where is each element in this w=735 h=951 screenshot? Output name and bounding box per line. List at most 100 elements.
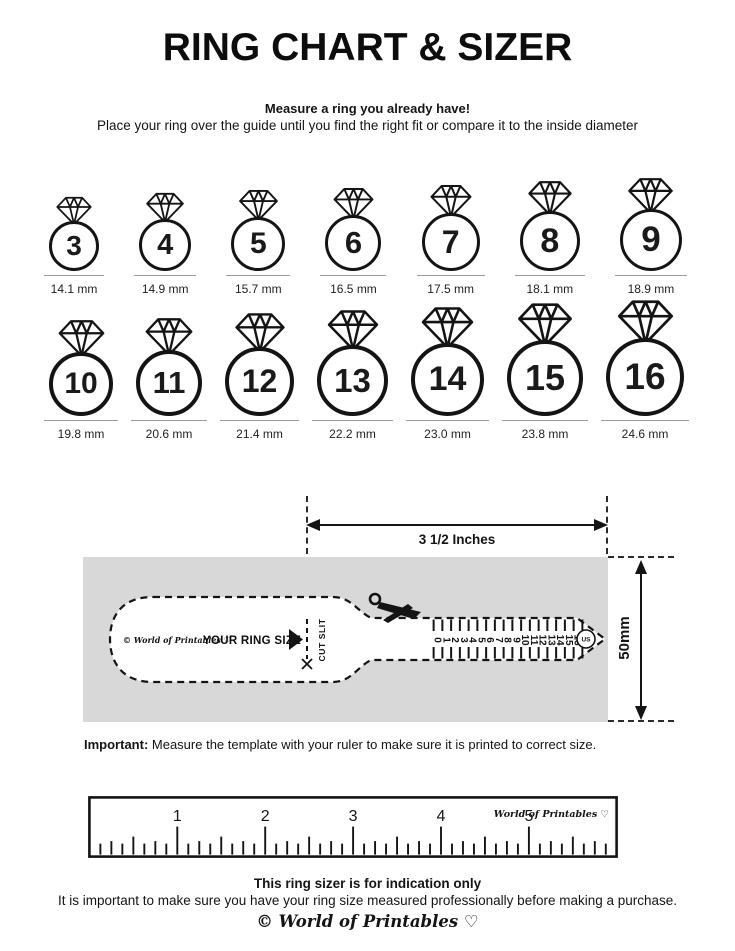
sizer-logo: © World of Printables ♡ <box>123 635 231 645</box>
ring-diameter-label: 20.6 mm <box>145 427 193 441</box>
intro-text: Place your ring over the guide until you… <box>96 118 639 133</box>
ring-circle: 5 <box>231 217 286 271</box>
ring-size-item-10: 10 19.8 mm <box>44 319 118 441</box>
strap-scale-number: 0 <box>432 637 443 643</box>
strap-scale-number: 4 <box>467 637 478 643</box>
width-dimension-line <box>318 524 596 526</box>
important-text: Measure the template with your ruler to … <box>148 737 597 752</box>
ring-circle: 6 <box>325 215 382 271</box>
ring-circle: 12 <box>225 347 294 416</box>
ring-diameter-label: 15.7 mm <box>234 282 282 296</box>
ring-diameter-label: 18.1 mm <box>526 282 574 296</box>
ring-circle: 16 <box>606 338 684 416</box>
ring-size-item-13: 13 22.2 mm <box>312 309 393 441</box>
ruler-number: 1 <box>173 808 182 825</box>
ring-size-item-5: 5 15.7 mm <box>226 189 291 296</box>
strap-scale-number: 3 <box>458 637 469 643</box>
ring-circle: 9 <box>619 209 682 271</box>
ruler-numbers: 1 2 3 4 5 <box>173 808 534 825</box>
height-dimension-label: 50mm <box>616 616 633 660</box>
ring-underline <box>134 275 197 276</box>
ruler-number: 5 <box>524 808 533 825</box>
arrowhead-up-icon <box>635 560 647 574</box>
ring-size-item-8: 8 18.1 mm <box>514 180 585 296</box>
ring-circle: 7 <box>421 213 480 271</box>
ring-diameter-label: 23.8 mm <box>521 427 569 441</box>
ring-circle: 14 <box>411 343 484 416</box>
footer-text: It is important to make sure you have yo… <box>57 893 678 908</box>
us-marker-label: US <box>581 637 591 644</box>
important-note: Important: Measure the template with you… <box>84 737 596 752</box>
diamond-icon <box>238 189 278 222</box>
ring-diameter-label: 17.5 mm <box>427 282 474 296</box>
ring-underline <box>406 420 489 421</box>
diamond-icon <box>58 320 104 357</box>
ring-circle: 11 <box>136 350 202 416</box>
ruler-svg: 1 2 3 4 5 World of Printables ♡ <box>88 796 618 858</box>
diamond-icon <box>628 178 674 214</box>
ring-underline <box>312 420 393 421</box>
diamond-icon <box>56 196 92 226</box>
ring-underline <box>131 420 207 421</box>
strap-scale-number: 15 <box>563 634 574 646</box>
strap-scale-number: 8 <box>502 637 513 643</box>
ruler-number: 4 <box>437 808 446 825</box>
diamond-icon <box>333 187 374 221</box>
ring-circle: 4 <box>139 219 192 271</box>
strap-scale-number: 1 <box>440 637 451 643</box>
ring-diameter-label: 19.8 mm <box>57 427 105 441</box>
ring-diameter-label: 24.6 mm <box>621 427 669 441</box>
ruler-number: 3 <box>349 808 358 825</box>
dimension-dash-top <box>608 556 674 558</box>
cut-slit-label: CUT SLIT <box>317 618 327 661</box>
ring-size-item-15: 15 23.8 mm <box>502 302 588 441</box>
ruler: 1 2 3 4 5 World of Printables ♡ <box>88 796 618 863</box>
ring-size-item-12: 12 21.4 mm <box>220 312 299 441</box>
ring-circle: 13 <box>317 345 388 416</box>
strap-scale-number: 11 <box>528 635 539 646</box>
diamond-icon <box>145 318 193 356</box>
arrowhead-right-icon <box>594 519 608 531</box>
small-scissors-icon <box>301 658 313 670</box>
width-dimension-label: 3 1/2 Inches <box>418 532 496 547</box>
strap-scale-number: 6 <box>484 637 495 643</box>
intro-heading: Measure a ring you already have! <box>264 101 471 116</box>
diamond-icon <box>528 181 572 216</box>
dimension-dash-bottom <box>608 720 674 722</box>
ring-diameter-label: 14.1 mm <box>50 282 98 296</box>
ring-circle: 8 <box>519 211 580 271</box>
height-dimension-line <box>640 570 642 710</box>
ring-size-item-3: 3 14.1 mm <box>44 196 104 296</box>
ring-underline <box>502 420 588 421</box>
strap-scale-number: 12 <box>537 634 548 646</box>
diamond-icon <box>430 185 472 218</box>
diamond-icon <box>617 300 673 345</box>
diamond-icon <box>518 303 572 347</box>
ring-row-1: 3 14.1 mm 4 14.9 mm 5 15.7 mm 6 16.5 mm 7 17.5 mm… <box>0 176 735 296</box>
ring-size-item-16: 16 24.6 mm <box>601 299 689 441</box>
footer-heading: This ring sizer is for indication only <box>253 876 482 891</box>
ring-size-item-7: 7 17.5 mm <box>416 184 485 296</box>
ring-size-item-11: 11 20.6 mm <box>131 317 207 441</box>
strap-scale-number: 10 <box>519 634 530 646</box>
ring-diameter-label: 21.4 mm <box>236 427 283 441</box>
ring-size-item-4: 4 14.9 mm <box>134 192 197 296</box>
ring-diameter-label: 22.2 mm <box>329 427 376 441</box>
ring-diameter-label: 14.9 mm <box>141 282 189 296</box>
strap-scale-number: 13 <box>545 634 556 646</box>
us-marker-circle <box>576 629 596 649</box>
your-ring-size-label: YOUR RING SIZE <box>203 635 301 647</box>
ring-underline <box>514 275 585 276</box>
page-title: RING CHART & SIZER <box>162 26 573 69</box>
strap-scale: 012345678910111213141516 <box>432 619 584 659</box>
sizer-gray-box: © World of Printables ♡ YOUR RING SIZE C… <box>83 557 608 722</box>
ring-underline <box>320 275 387 276</box>
ring-underline <box>44 275 104 276</box>
ring-size-item-6: 6 16.5 mm <box>320 187 387 296</box>
ring-circle: 3 <box>49 221 99 271</box>
ring-diameter-label: 23.0 mm <box>424 427 471 441</box>
ring-underline <box>601 420 689 421</box>
ruler-number: 2 <box>261 808 270 825</box>
ring-diameter-label: 16.5 mm <box>330 282 377 296</box>
ruler-ticks <box>99 826 607 855</box>
